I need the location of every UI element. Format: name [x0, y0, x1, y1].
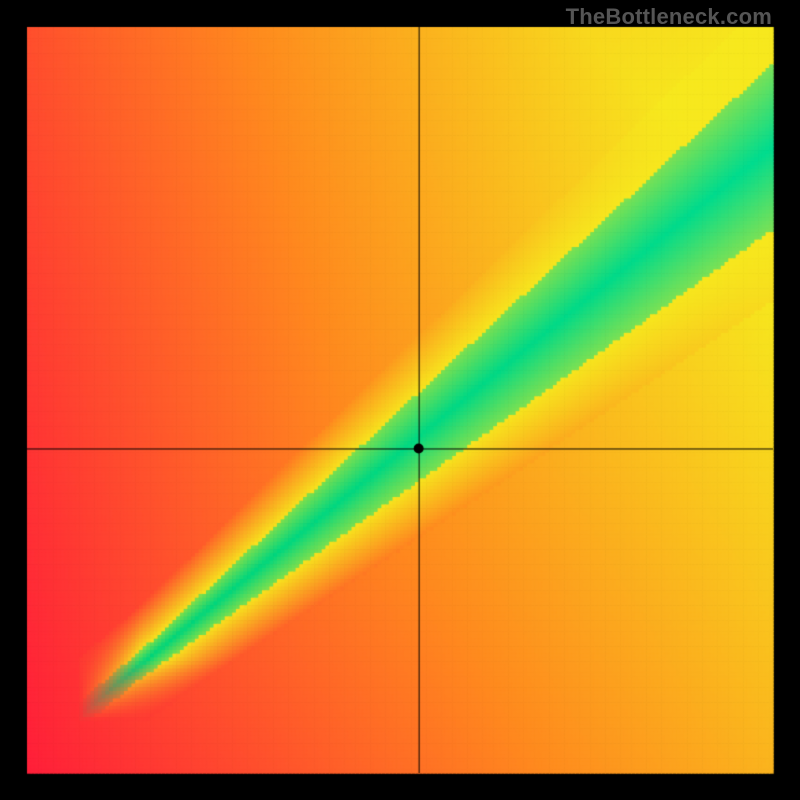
bottleneck-heatmap: [0, 0, 800, 800]
watermark-text: TheBottleneck.com: [566, 4, 772, 30]
